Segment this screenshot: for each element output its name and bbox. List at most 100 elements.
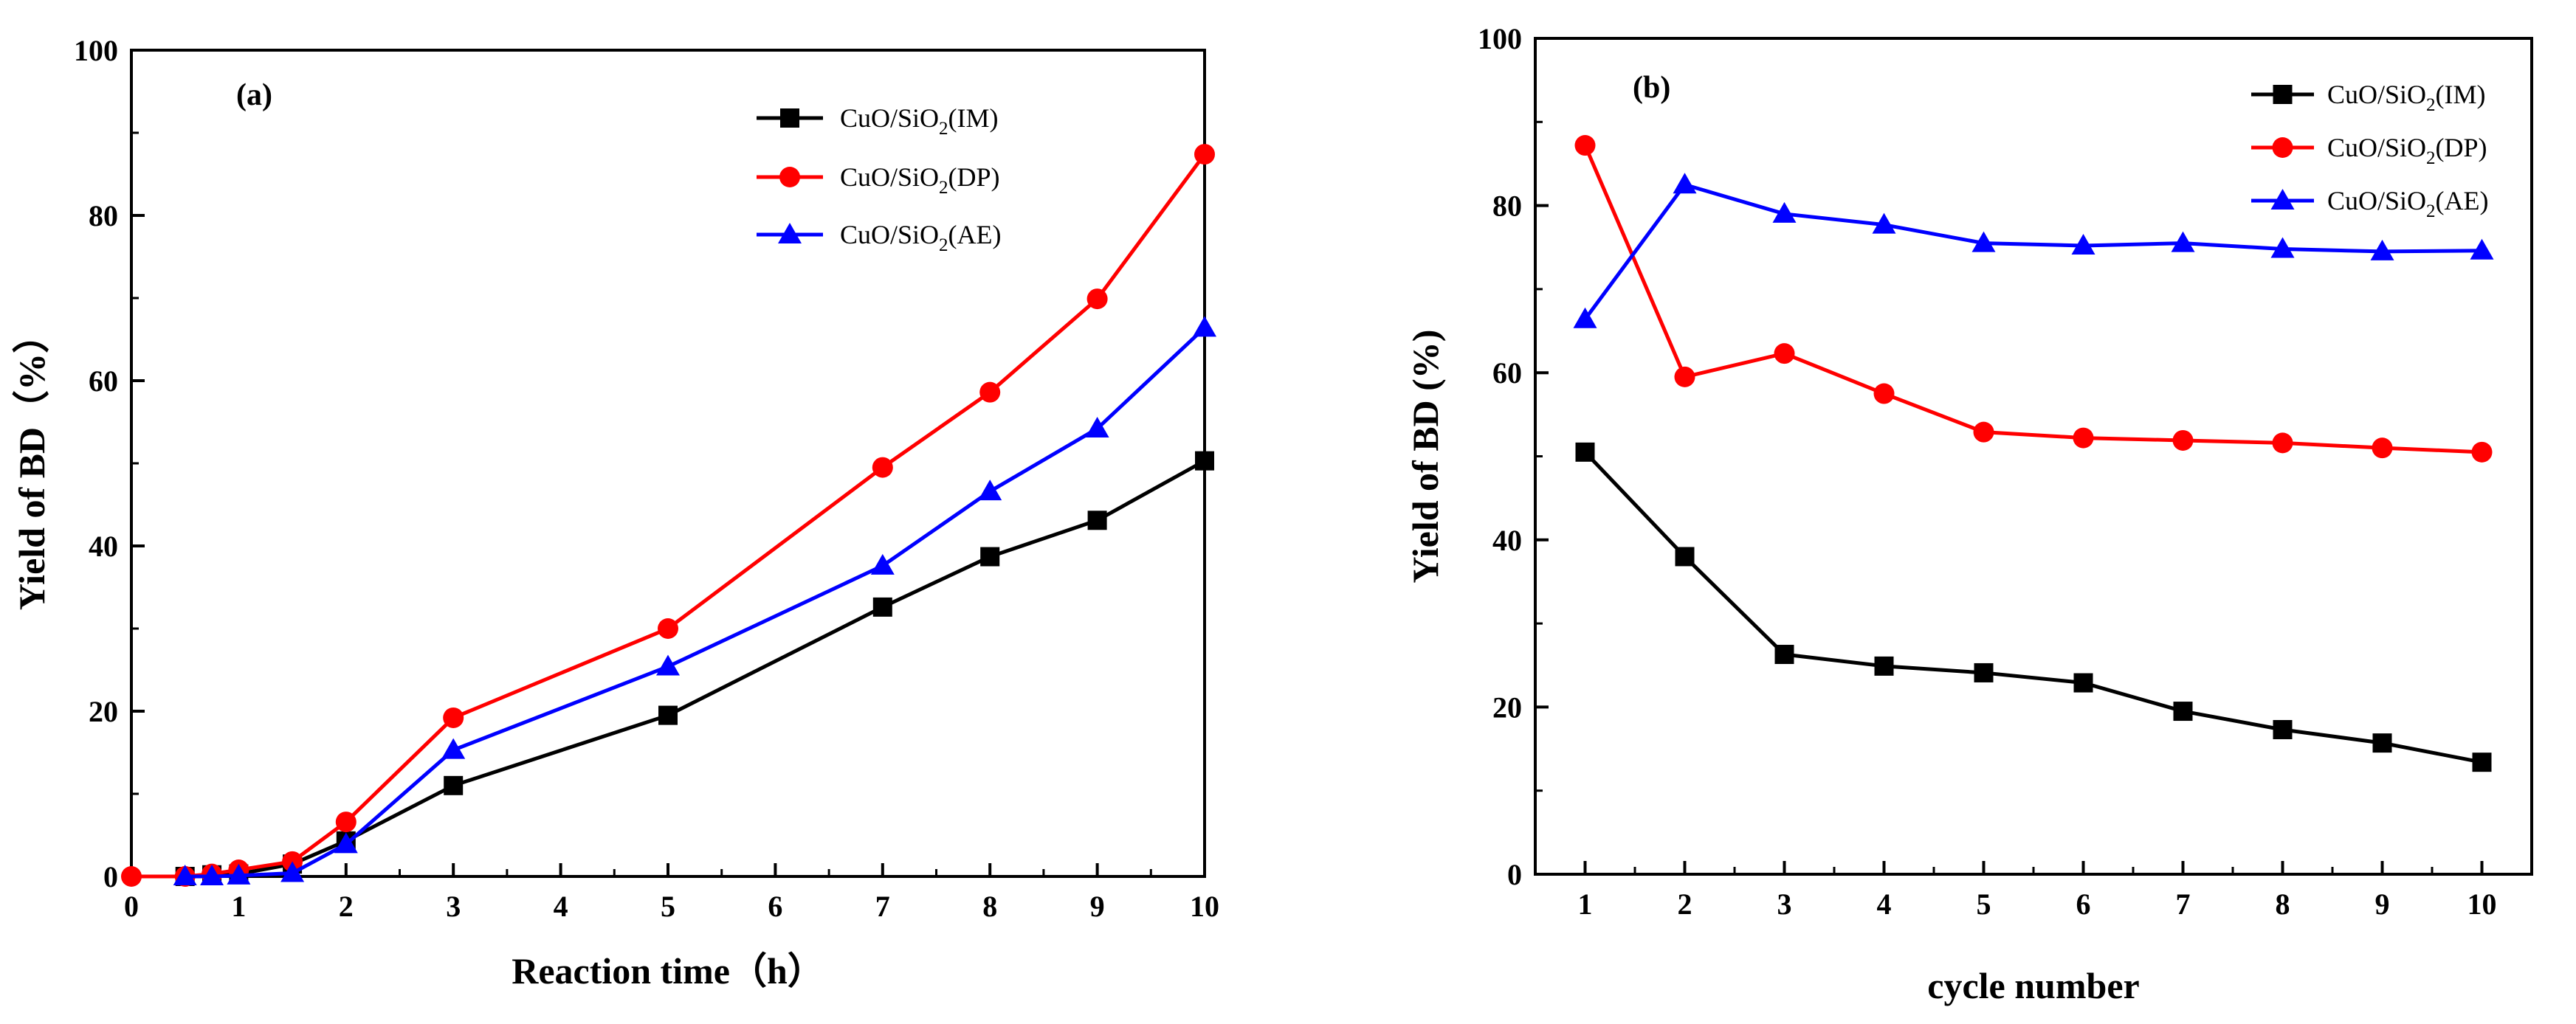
data-point — [1674, 366, 1695, 387]
series-square — [175, 451, 1214, 886]
data-point — [2273, 719, 2293, 739]
data-point — [1774, 343, 1795, 364]
panel-label: (b) — [1633, 71, 1670, 105]
data-point — [1574, 135, 1596, 156]
plot-frame — [130, 49, 1206, 878]
data-point — [872, 457, 893, 478]
data-point — [1575, 442, 1595, 462]
series-line — [185, 326, 1206, 879]
data-point — [280, 861, 305, 882]
data-point — [978, 480, 1002, 501]
data-point — [2073, 427, 2094, 449]
data-point — [200, 865, 224, 885]
legend-label: CuO/SiO2(IM) — [2327, 80, 2486, 115]
y-axis-label: Yield of BD（%） — [11, 316, 52, 610]
x-tick-label: 9 — [2375, 888, 2390, 921]
data-point — [335, 812, 357, 833]
x-tick-label: 10 — [2467, 888, 2497, 921]
legend-marker — [778, 223, 802, 243]
data-point — [444, 775, 464, 795]
x-tick-label: 2 — [1678, 888, 1692, 921]
legend-label: CuO/SiO2(DP) — [840, 162, 1000, 198]
panel-label: (a) — [236, 78, 272, 112]
x-tick-label: 8 — [2276, 888, 2290, 921]
series-circle — [1574, 135, 2493, 463]
data-point — [656, 654, 680, 676]
x-tick-label: 9 — [1090, 890, 1105, 923]
data-point — [1971, 231, 1996, 252]
x-tick-label: 6 — [768, 890, 782, 923]
data-point — [2372, 437, 2393, 459]
x-tick-label: 7 — [2176, 888, 2191, 921]
series-line — [1583, 182, 2482, 321]
data-point — [1774, 645, 1794, 665]
x-tick-label: 8 — [982, 890, 997, 923]
x-axis-label: cycle number — [1927, 965, 2139, 1006]
y-tick-label: 100 — [74, 34, 118, 67]
data-point — [2073, 673, 2093, 693]
series-line — [1583, 145, 2482, 454]
data-point — [1974, 663, 1994, 682]
data-point — [1872, 212, 1896, 234]
legend-marker — [2270, 189, 2295, 210]
data-point — [980, 547, 1000, 567]
data-point — [2470, 238, 2494, 260]
y-tick-label: 100 — [1478, 22, 1522, 55]
series-line — [131, 153, 1207, 879]
series-line — [185, 459, 1206, 879]
y-tick-label: 0 — [103, 860, 118, 893]
y-tick-label: 20 — [1492, 691, 1522, 724]
data-point — [2172, 429, 2194, 451]
chart-panel-a: 0 20 40 60 80 100 0 1 2 3 4 5 6 7 8 9 10 Reaction time（h）… — [11, 34, 1219, 992]
data-point — [2472, 753, 2492, 772]
data-point — [334, 832, 358, 854]
data-point — [1874, 656, 1894, 676]
data-point — [121, 866, 142, 887]
data-point — [1193, 316, 1216, 337]
x-tick-label: 3 — [446, 890, 461, 923]
y-tick-label: 80 — [1492, 190, 1522, 223]
data-point — [1675, 547, 1695, 567]
x-tick-label: 0 — [124, 890, 139, 923]
legend-marker — [780, 108, 799, 128]
data-point — [1673, 173, 1697, 194]
data-point — [1194, 144, 1215, 165]
data-point — [2372, 733, 2392, 753]
x-tick-label: 6 — [2076, 888, 2091, 921]
data-point — [2171, 231, 2195, 252]
data-point — [658, 705, 678, 725]
data-point — [658, 618, 678, 639]
data-point — [227, 863, 251, 885]
data-point — [1085, 416, 1109, 437]
data-point — [441, 738, 466, 759]
y-tick-label: 60 — [1492, 356, 1522, 390]
legend-marker — [2272, 137, 2293, 158]
y-tick-label: 40 — [1492, 524, 1522, 557]
data-point — [2173, 702, 2193, 722]
series-triangle — [173, 316, 1216, 885]
x-tick-label: 5 — [661, 890, 675, 923]
legend-marker — [779, 167, 800, 187]
x-tick-label: 4 — [554, 890, 568, 923]
legend-entry: CuO/SiO2(AE) — [757, 220, 1002, 255]
legend-entry: CuO/SiO2(IM) — [757, 103, 999, 139]
legend-label: CuO/SiO2(AE) — [840, 220, 1002, 255]
data-point — [1573, 307, 1597, 328]
data-point — [2071, 233, 2095, 255]
series-square — [1575, 442, 2492, 772]
legend-label: CuO/SiO2(AE) — [2327, 186, 2489, 221]
legend-label: CuO/SiO2(IM) — [840, 103, 999, 139]
y-tick-label: 20 — [89, 695, 118, 728]
legend-entry: CuO/SiO2(DP) — [2251, 133, 2487, 168]
y-tick-label: 40 — [89, 530, 118, 563]
x-tick-label: 10 — [1190, 890, 1219, 923]
legend-entry: CuO/SiO2(IM) — [2251, 80, 2486, 115]
data-point — [1873, 383, 1895, 404]
data-point — [2270, 237, 2295, 258]
data-point — [870, 553, 895, 575]
data-point — [443, 707, 464, 728]
legend-marker — [2273, 85, 2293, 104]
y-tick-label: 0 — [1507, 858, 1522, 891]
data-point — [1086, 288, 1108, 310]
